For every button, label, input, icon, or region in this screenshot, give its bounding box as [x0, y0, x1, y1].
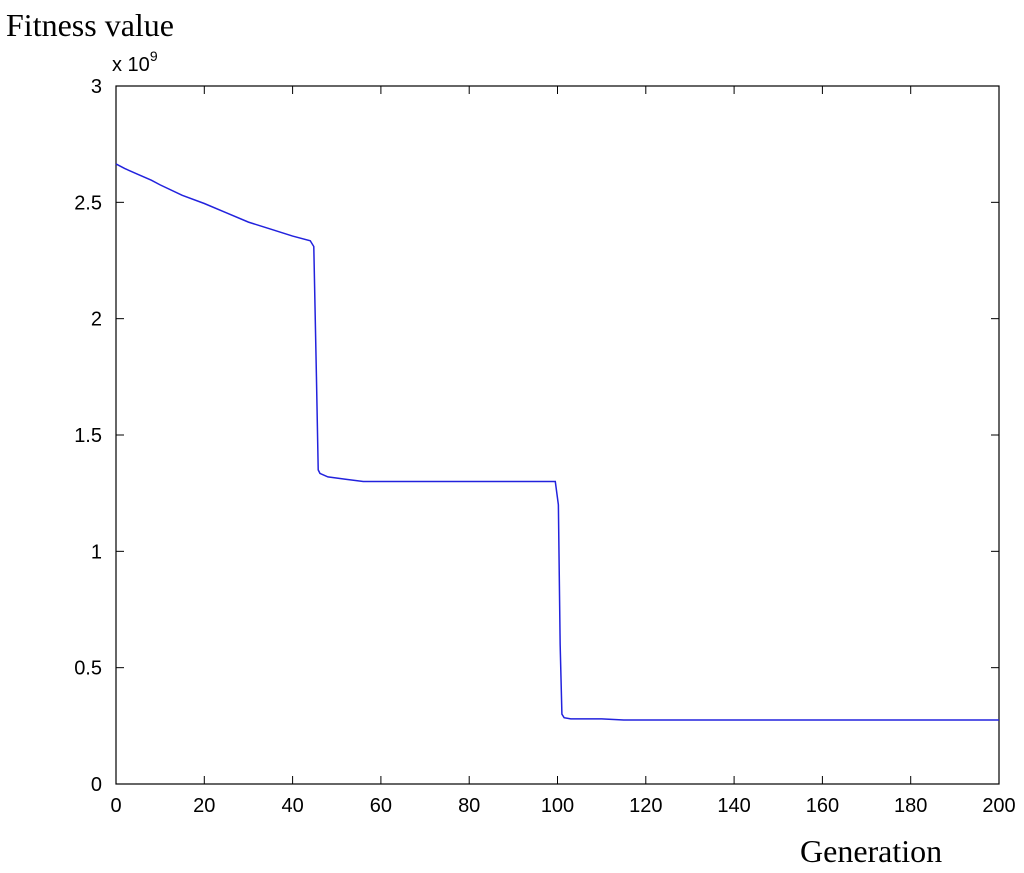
y-multiplier-base: x 10: [112, 54, 150, 76]
x-tick-label: 180: [894, 795, 927, 817]
y-tick-label: 3: [91, 76, 102, 98]
x-tick-label: 80: [458, 795, 480, 817]
x-tick-label: 200: [982, 795, 1015, 817]
x-tick-label: 140: [717, 795, 750, 817]
y-multiplier: x 109: [112, 48, 158, 76]
tick-marks: [115, 85, 1000, 785]
x-tick-label: 60: [370, 795, 392, 817]
y-tick-label: 1.5: [74, 425, 102, 447]
x-tick-label: 160: [806, 795, 839, 817]
x-tick-label: 20: [193, 795, 215, 817]
x-tick-label: 100: [541, 795, 574, 817]
y-tick-label: 0: [91, 774, 102, 796]
x-tick-label: 0: [110, 795, 121, 817]
plot-area: [115, 85, 1000, 785]
x-tick-label: 120: [629, 795, 662, 817]
y-axis-title: Fitness value: [6, 7, 174, 43]
x-tick-label: 40: [281, 795, 303, 817]
y-tick-label: 1: [91, 541, 102, 563]
fitness-series-line: [115, 163, 999, 721]
y-multiplier-exponent: 9: [150, 48, 158, 64]
x-axis-title: Generation: [800, 833, 942, 869]
y-tick-label: 2: [91, 309, 102, 331]
y-tick-label: 2.5: [74, 192, 102, 214]
tick-labels: 0 20 40 60 80 100 120 140 160 180 200 0 0.5 1 1.5 2 2.5 3: [74, 76, 1016, 817]
y-tick-label: 0.5: [74, 658, 102, 680]
